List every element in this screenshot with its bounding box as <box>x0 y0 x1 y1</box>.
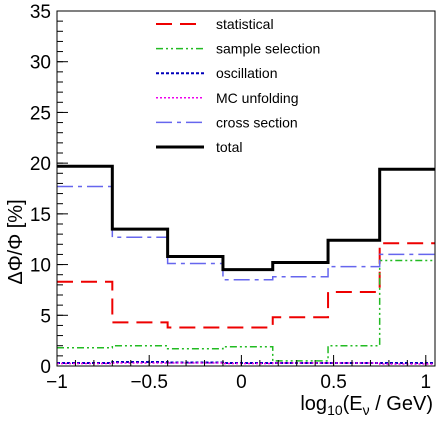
legend-label: MC unfolding <box>216 90 299 106</box>
x-axis-title: log10(Eν / GeV) <box>300 393 433 418</box>
x-axis-title-tail: / GeV) <box>370 393 433 415</box>
legend-item: total <box>156 139 242 155</box>
y-tick-label: 30 <box>30 53 51 74</box>
legend-label: cross section <box>216 114 298 130</box>
y-tick-label: 20 <box>30 154 51 175</box>
x-axis-title-sub: 10 <box>327 402 343 418</box>
legend-item: sample selection <box>156 41 320 57</box>
y-tick-label: 25 <box>30 103 51 124</box>
legend: statistical sample selection oscillation MC… <box>156 16 320 155</box>
series-line-total <box>57 164 435 272</box>
series-line-sample-selection <box>57 259 435 362</box>
y-axis-title: ΔΦ/Φ [%] <box>5 199 27 284</box>
legend-label: oscillation <box>216 65 277 81</box>
legend-label: statistical <box>216 16 274 32</box>
y-tick-label: 5 <box>40 306 51 327</box>
y-tick-label: 0 <box>40 357 51 378</box>
y-tick-label: 15 <box>30 205 51 226</box>
plot-frame <box>56 10 436 367</box>
legend-item: cross section <box>156 114 298 130</box>
x-tick-label: −0.5 <box>130 372 168 393</box>
legend-label: sample selection <box>216 41 320 57</box>
y-tick-label: 35 <box>30 2 51 23</box>
series-line-cross-section <box>57 185 435 281</box>
legend-item: statistical <box>156 16 274 32</box>
series-line-statistical <box>57 242 435 329</box>
x-tick-label: 0.5 <box>320 372 346 393</box>
legend-label: total <box>216 139 242 155</box>
x-tick-label: 0 <box>236 372 247 393</box>
series-line-mc-unfolding <box>57 362 435 365</box>
series-layer <box>57 164 435 365</box>
x-tick-label: −1 <box>46 372 68 393</box>
x-axis-title-log: log <box>300 393 327 415</box>
legend-item: oscillation <box>156 65 277 81</box>
x-tick-label: 1 <box>420 372 431 393</box>
x-axis-title-mid: (E <box>343 393 363 415</box>
x-axis-title-nu: ν <box>363 402 370 418</box>
y-tick-label: 10 <box>30 256 51 277</box>
legend-item: MC unfolding <box>156 90 299 106</box>
